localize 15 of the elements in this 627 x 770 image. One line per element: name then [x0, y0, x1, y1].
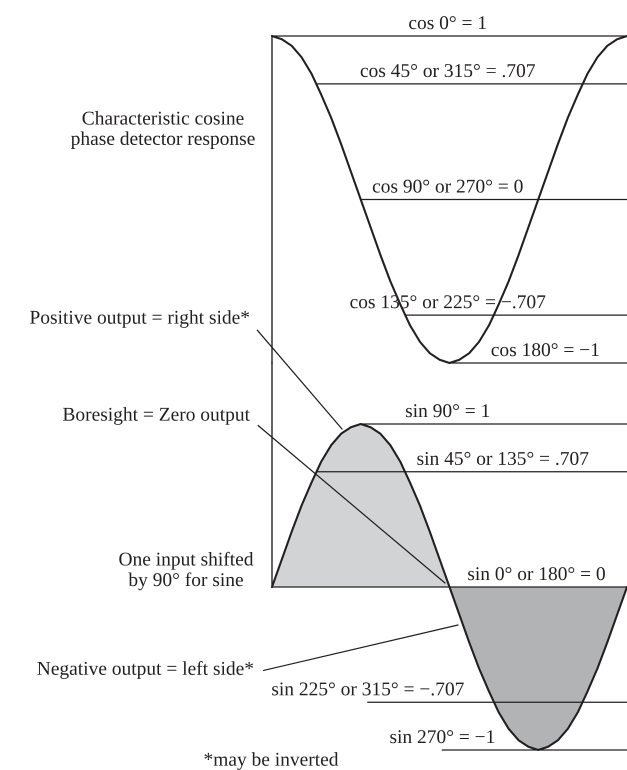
text: Negative output = left side*	[37, 661, 254, 679]
ref-line-label: sin 270° = −1	[390, 730, 494, 744]
text: Boresight = Zero output	[63, 407, 250, 425]
ref-line-label: cos 180° = −1	[492, 343, 599, 356]
text: Characteristic cosine phase detector response	[70, 111, 255, 149]
text: One input shifted by 90° for sine	[119, 552, 254, 590]
ref-line-label: cos 45° or 315° = .707	[360, 64, 535, 78]
text: *may be inverted	[204, 752, 338, 770]
text: Positive output = right side*	[30, 310, 250, 328]
ref-line-label: sin 0° or 180° = 0	[468, 567, 605, 580]
ref-line-label: sin 90° = 1	[406, 404, 490, 418]
ref-line-label: cos 90° or 270° = 0	[372, 180, 523, 193]
ref-line-label: cos 0° = 1	[409, 16, 486, 30]
ref-line-label: sin 225° or 315° = −.707	[272, 682, 464, 696]
ref-line-label: sin 45° or 135° = .707	[417, 452, 588, 466]
